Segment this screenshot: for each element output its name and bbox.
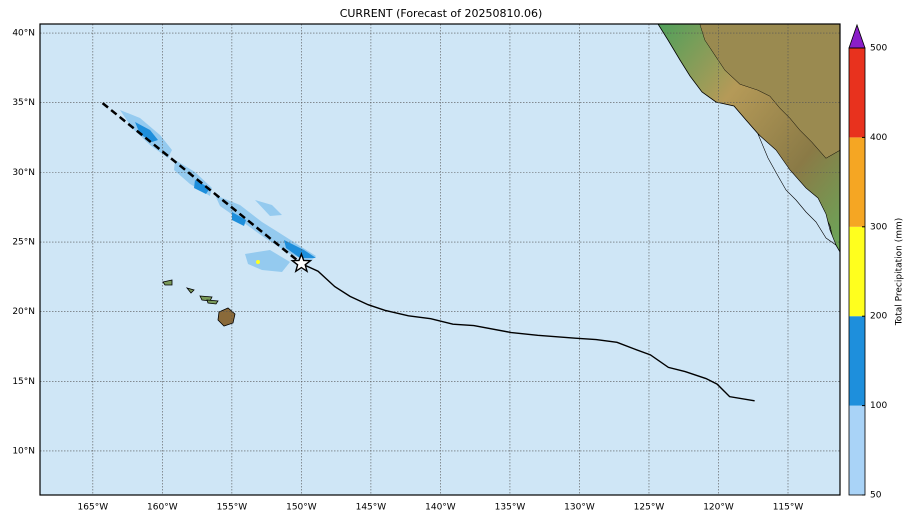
colorbar-tick-label: 100 [870,401,887,411]
lat-tick-label: 10°N [12,446,35,456]
storm-position [290,252,313,273]
lat-tick-label: 30°N [12,168,35,178]
lon-tick-label: 115°W [773,503,804,513]
gulf [757,133,837,246]
islands [162,279,236,327]
colorbar-segment [849,316,865,406]
colorbar-tick-label: 400 [870,133,887,143]
precipitation-peak [256,260,260,264]
colorbar-frame [848,47,866,496]
lat-tick-label: 20°N [12,307,35,317]
lon-tick-label: 130°W [564,503,595,513]
title: CURRENT (Forecast of 20250810.06) [340,7,543,20]
colorbar-segment [849,226,865,317]
lon-tick-label: 165°W [78,503,109,513]
colorbar-tick-label: 300 [870,222,887,232]
colorbar-extend [848,23,866,49]
lat-tick-label: 25°N [12,238,35,248]
past-track [101,102,303,265]
colorbar-segment [849,405,865,495]
lon-tick-label: 135°W [495,503,526,513]
lon-tick-label: 155°W [217,503,248,513]
land [700,24,840,158]
lon-tick-label: 120°W [703,503,734,513]
lat-tick-label: 40°N [12,29,35,39]
map [40,24,840,495]
map-frame [39,23,841,496]
lat-tick-label: 35°N [12,98,35,108]
forecast-track [301,262,755,402]
colorbar-tick-label: 200 [870,312,887,322]
colorbar-segment [849,48,865,138]
precipitation-heavy [135,122,316,258]
lon-tick-label: 145°W [356,503,387,513]
lat-tick-label: 15°N [12,377,35,387]
colorbar-tick-label: 50 [870,491,882,501]
lon-tick-label: 125°W [634,503,665,513]
colorbar-tick-label: 500 [870,44,887,54]
lon-tick-label: 160°W [147,503,178,513]
colorbar-label: Total Precipitation (mm) [895,218,905,327]
colorbar-segment [849,137,865,227]
lon-tick-label: 150°W [286,503,317,513]
lon-tick-label: 140°W [425,503,456,513]
